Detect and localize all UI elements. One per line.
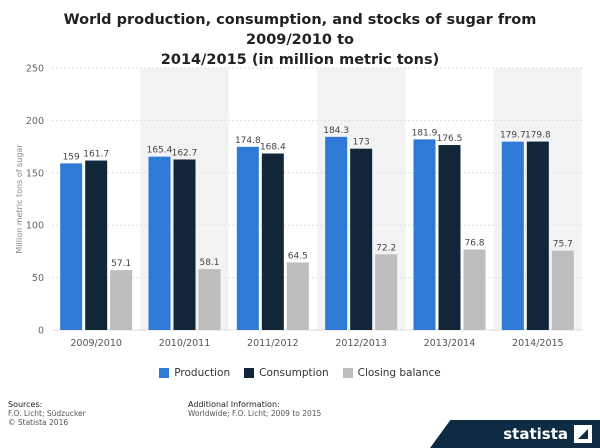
bar-consumption <box>438 145 461 330</box>
y-tick-label: 0 <box>38 326 44 337</box>
bar-consumption <box>85 160 108 330</box>
bar-production <box>413 139 436 330</box>
data-label: 64.5 <box>288 251 308 261</box>
y-axis-title: Million metric tons of sugar <box>15 144 24 254</box>
statista-logo[interactable]: statista <box>430 420 600 448</box>
bar-production <box>236 146 259 330</box>
bar-closing-balance <box>551 250 574 330</box>
x-tick-label: 2012/2013 <box>335 338 387 349</box>
data-label: 58.1 <box>199 258 219 268</box>
additional-info-block: Additional Information: Worldwide; F.O. … <box>188 400 321 418</box>
bar-closing-balance <box>463 249 486 330</box>
bar-consumption <box>526 141 549 330</box>
sources-text: F.O. Licht; Südzucker <box>8 409 86 418</box>
bar-production <box>501 141 524 330</box>
x-tick-label: 2014/2015 <box>512 338 564 349</box>
sources-heading: Sources: <box>8 400 43 409</box>
x-tick-label: 2011/2012 <box>247 338 299 349</box>
data-label: 184.3 <box>323 126 349 136</box>
statista-logo-text: statista <box>503 425 568 443</box>
additional-info-text: Worldwide; F.O. Licht; 2009 to 2015 <box>188 409 322 418</box>
legend-label-consumption: Consumption <box>259 367 329 379</box>
bar-consumption <box>350 148 373 330</box>
data-label: 57.1 <box>111 259 131 269</box>
chart-legend: Production Consumption Closing balance <box>0 367 600 379</box>
bar-closing-balance <box>110 270 133 330</box>
data-label: 176.5 <box>437 134 463 144</box>
y-tick-label: 50 <box>32 273 44 284</box>
data-label: 161.7 <box>83 150 109 160</box>
legend-item-production[interactable]: Production <box>159 367 230 379</box>
copyright-text: © Statista 2016 <box>8 418 69 427</box>
legend-item-consumption[interactable]: Consumption <box>244 367 329 379</box>
legend-swatch-closing-balance <box>342 368 353 378</box>
bar-closing-balance <box>198 269 221 330</box>
data-label: 159 <box>63 152 80 162</box>
data-label: 76.8 <box>464 239 484 249</box>
data-label: 173 <box>353 138 370 148</box>
chart-title: World production, consumption, and stock… <box>20 10 580 70</box>
sources-block: Sources: F.O. Licht; Südzucker © Statist… <box>8 400 86 427</box>
bar-production <box>148 156 171 330</box>
additional-info-heading: Additional Information: <box>188 400 280 409</box>
data-label: 179.7 <box>500 131 526 141</box>
data-label: 162.7 <box>172 148 198 158</box>
y-tick-label: 250 <box>26 64 44 75</box>
bar-production <box>325 136 348 330</box>
data-label: 179.8 <box>525 131 551 141</box>
bar-consumption <box>261 153 284 330</box>
legend-swatch-production <box>159 368 170 378</box>
y-tick-label: 150 <box>26 168 44 179</box>
bar-closing-balance <box>375 254 398 330</box>
chart-title-line-2: 2014/2015 (in million metric tons) <box>160 52 440 68</box>
legend-swatch-consumption <box>244 368 255 378</box>
legend-item-closing-balance[interactable]: Closing balance <box>342 367 441 379</box>
x-tick-label: 2013/2014 <box>424 338 476 349</box>
data-label: 181.9 <box>412 128 438 138</box>
data-label: 165.4 <box>147 146 173 156</box>
data-label: 75.7 <box>553 240 573 250</box>
bar-production <box>60 163 83 330</box>
data-label: 174.8 <box>235 136 261 146</box>
bar-closing-balance <box>286 262 309 330</box>
chart-title-line-1: World production, consumption, and stock… <box>63 12 537 48</box>
data-label: 72.2 <box>376 243 396 253</box>
y-tick-label: 100 <box>26 221 44 232</box>
y-tick-label: 200 <box>26 116 44 127</box>
statista-logo-icon <box>574 425 592 443</box>
legend-label-production: Production <box>174 367 231 379</box>
x-tick-label: 2009/2010 <box>70 338 122 349</box>
x-tick-label: 2010/2011 <box>159 338 211 349</box>
legend-label-closing-balance: Closing balance <box>357 367 441 379</box>
data-label: 168.4 <box>260 143 286 153</box>
bar-consumption <box>173 159 196 330</box>
